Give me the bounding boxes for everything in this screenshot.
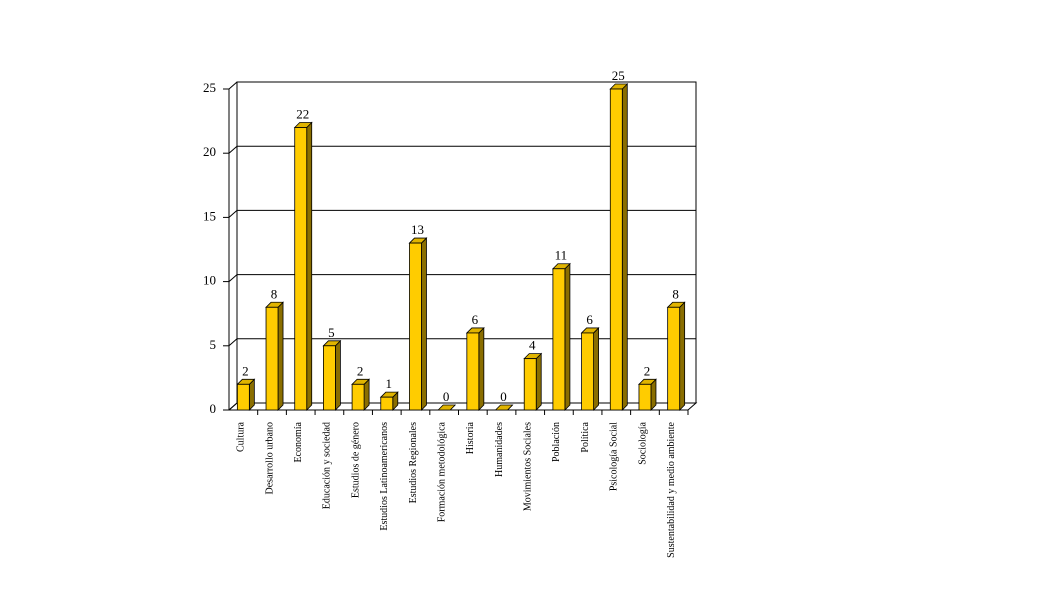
x-tick-label: Estudios Latinoamericanos bbox=[379, 422, 390, 531]
bar-side bbox=[478, 326, 485, 411]
x-tick-label: Movimientos Sociales bbox=[523, 422, 534, 511]
bar bbox=[552, 268, 566, 411]
bar-side bbox=[421, 237, 427, 411]
bar-side bbox=[564, 262, 571, 411]
x-tick-label: Población bbox=[551, 422, 562, 462]
bar-top bbox=[437, 404, 457, 411]
bar bbox=[351, 383, 365, 411]
y-tick-label: 0 bbox=[210, 401, 217, 416]
bar bbox=[581, 332, 594, 411]
value-label: 1 bbox=[386, 376, 393, 391]
value-label: 8 bbox=[271, 286, 278, 301]
value-label: 25 bbox=[612, 68, 625, 83]
value-label: 6 bbox=[472, 312, 479, 327]
bar bbox=[323, 345, 336, 411]
grid-line bbox=[228, 338, 238, 347]
x-tick-label: Sustentabilidad y medio ambiente bbox=[666, 421, 677, 557]
value-label: 13 bbox=[411, 222, 424, 237]
value-label: 2 bbox=[644, 363, 651, 378]
bar bbox=[466, 332, 480, 411]
x-tick-label: Formación metodológica bbox=[436, 421, 447, 522]
x-tick-label: Cultura bbox=[236, 421, 247, 452]
value-label: 2 bbox=[242, 363, 249, 378]
bar-top bbox=[494, 404, 514, 411]
bar-side bbox=[593, 326, 599, 411]
value-label: 22 bbox=[296, 107, 309, 122]
bar-side bbox=[277, 301, 284, 411]
grid-line bbox=[228, 81, 238, 90]
x-tick-label: Educación y sociedad bbox=[322, 422, 333, 509]
bar bbox=[294, 127, 308, 411]
x-tick-label: Estudios Regionales bbox=[408, 422, 419, 503]
value-label: 0 bbox=[443, 389, 450, 404]
bar-side bbox=[306, 121, 313, 411]
x-tick-label: Economía bbox=[293, 421, 304, 462]
x-tick-label: Historia bbox=[465, 421, 476, 454]
grid-line bbox=[228, 274, 238, 282]
grid-line bbox=[228, 145, 238, 154]
value-label: 5 bbox=[328, 325, 335, 340]
bar bbox=[609, 88, 623, 411]
value-label: 2 bbox=[357, 363, 364, 378]
grid-line bbox=[228, 210, 238, 218]
bar bbox=[523, 358, 537, 411]
bar bbox=[380, 396, 394, 411]
y-tick-label: 10 bbox=[203, 273, 216, 288]
x-tick-label: Psicología Social bbox=[609, 422, 620, 491]
value-label: 6 bbox=[586, 312, 593, 327]
bar bbox=[667, 306, 681, 411]
grid-line bbox=[228, 402, 238, 411]
y-tick-label: 20 bbox=[203, 144, 216, 159]
x-tick-label: Estudios de género bbox=[350, 422, 361, 498]
bar-side bbox=[621, 83, 628, 411]
bar bbox=[409, 242, 422, 411]
y-tick-label: 5 bbox=[210, 337, 217, 352]
value-label: 0 bbox=[500, 389, 507, 404]
y-tick-label: 25 bbox=[203, 80, 216, 95]
bar-side bbox=[335, 339, 341, 411]
x-tick-label: Desarrollo urbano bbox=[264, 422, 275, 494]
value-label: 11 bbox=[555, 248, 568, 263]
bar-side bbox=[679, 301, 686, 411]
x-tick-label: Sociología bbox=[637, 421, 648, 464]
bar bbox=[638, 383, 652, 411]
y-tick-label: 15 bbox=[203, 208, 216, 223]
bar bbox=[236, 383, 250, 411]
x-tick-label: Humanidades bbox=[494, 422, 505, 477]
value-label: 4 bbox=[529, 338, 536, 353]
x-tick-label: Política bbox=[580, 421, 591, 452]
bar bbox=[265, 306, 279, 411]
value-label: 8 bbox=[672, 286, 679, 301]
bar-side bbox=[535, 352, 542, 411]
